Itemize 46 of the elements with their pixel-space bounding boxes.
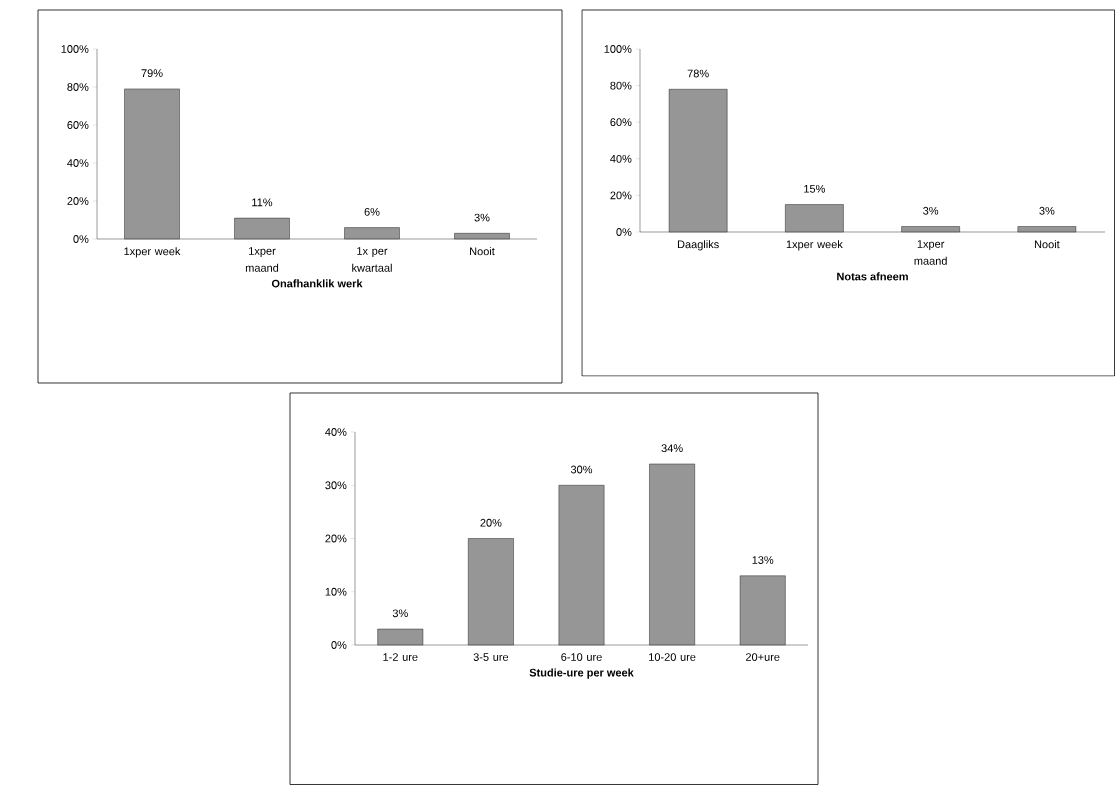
x-tick-label: 1xper maand <box>245 247 279 272</box>
x-tick-label: 1x per kwartaal <box>352 247 392 272</box>
data-label: 11% <box>252 198 273 207</box>
x-tick-label: 20+ure <box>745 653 780 661</box>
data-label: 30% <box>570 465 593 474</box>
y-tick-label: 80% <box>67 83 89 91</box>
y-tick-label: 20% <box>67 197 89 205</box>
data-label: 34% <box>661 444 683 453</box>
data-label: 15% <box>804 184 825 193</box>
data-label: 6% <box>364 207 380 216</box>
x-tick-label: 6-10 ure <box>561 653 602 661</box>
y-tick-label: 0% <box>616 228 632 236</box>
x-tick-label: Nooit <box>470 247 495 256</box>
y-tick-label: 0% <box>73 235 89 243</box>
y-tick-label: 10% <box>325 587 347 596</box>
y-tick-label: 40% <box>325 428 347 436</box>
x-tick-label: 1xper maand <box>914 240 947 265</box>
x-axis-title: Onafhanklik werk <box>271 279 363 288</box>
x-tick-label: Daagliks <box>677 240 719 251</box>
data-label: 3% <box>1039 206 1055 215</box>
data-label: 3% <box>923 206 939 215</box>
data-label: 3% <box>392 609 408 618</box>
data-label: 79% <box>141 69 163 78</box>
y-tick-label: 20% <box>325 534 347 543</box>
x-tick-label: Nooit <box>1034 240 1060 249</box>
data-label: 20% <box>480 518 502 527</box>
x-tick-label: 1xper week <box>124 247 181 258</box>
x-tick-label: 3-5 ure <box>473 653 509 661</box>
x-tick-label: 1xper week <box>786 240 843 251</box>
y-tick-label: 100% <box>604 45 632 53</box>
y-tick-label: 40% <box>67 159 89 167</box>
x-tick-label: 1-2 ure <box>383 653 418 661</box>
data-label: 78% <box>687 69 709 78</box>
data-label: 13% <box>752 556 774 564</box>
y-tick-label: 20% <box>610 191 632 200</box>
y-tick-label: 60% <box>67 121 89 129</box>
y-tick-label: 100% <box>61 45 89 53</box>
x-tick-label: 10-20 ure <box>649 653 696 661</box>
y-tick-label: 40% <box>610 154 632 163</box>
x-axis-title: Notas afneem <box>837 272 908 281</box>
y-tick-label: 60% <box>610 118 632 127</box>
y-tick-label: 30% <box>325 481 347 490</box>
data-label: 3% <box>474 213 490 222</box>
x-axis-title: Studie-ure per week <box>529 668 634 679</box>
y-tick-label: 0% <box>331 641 347 649</box>
y-tick-label: 80% <box>610 81 632 90</box>
